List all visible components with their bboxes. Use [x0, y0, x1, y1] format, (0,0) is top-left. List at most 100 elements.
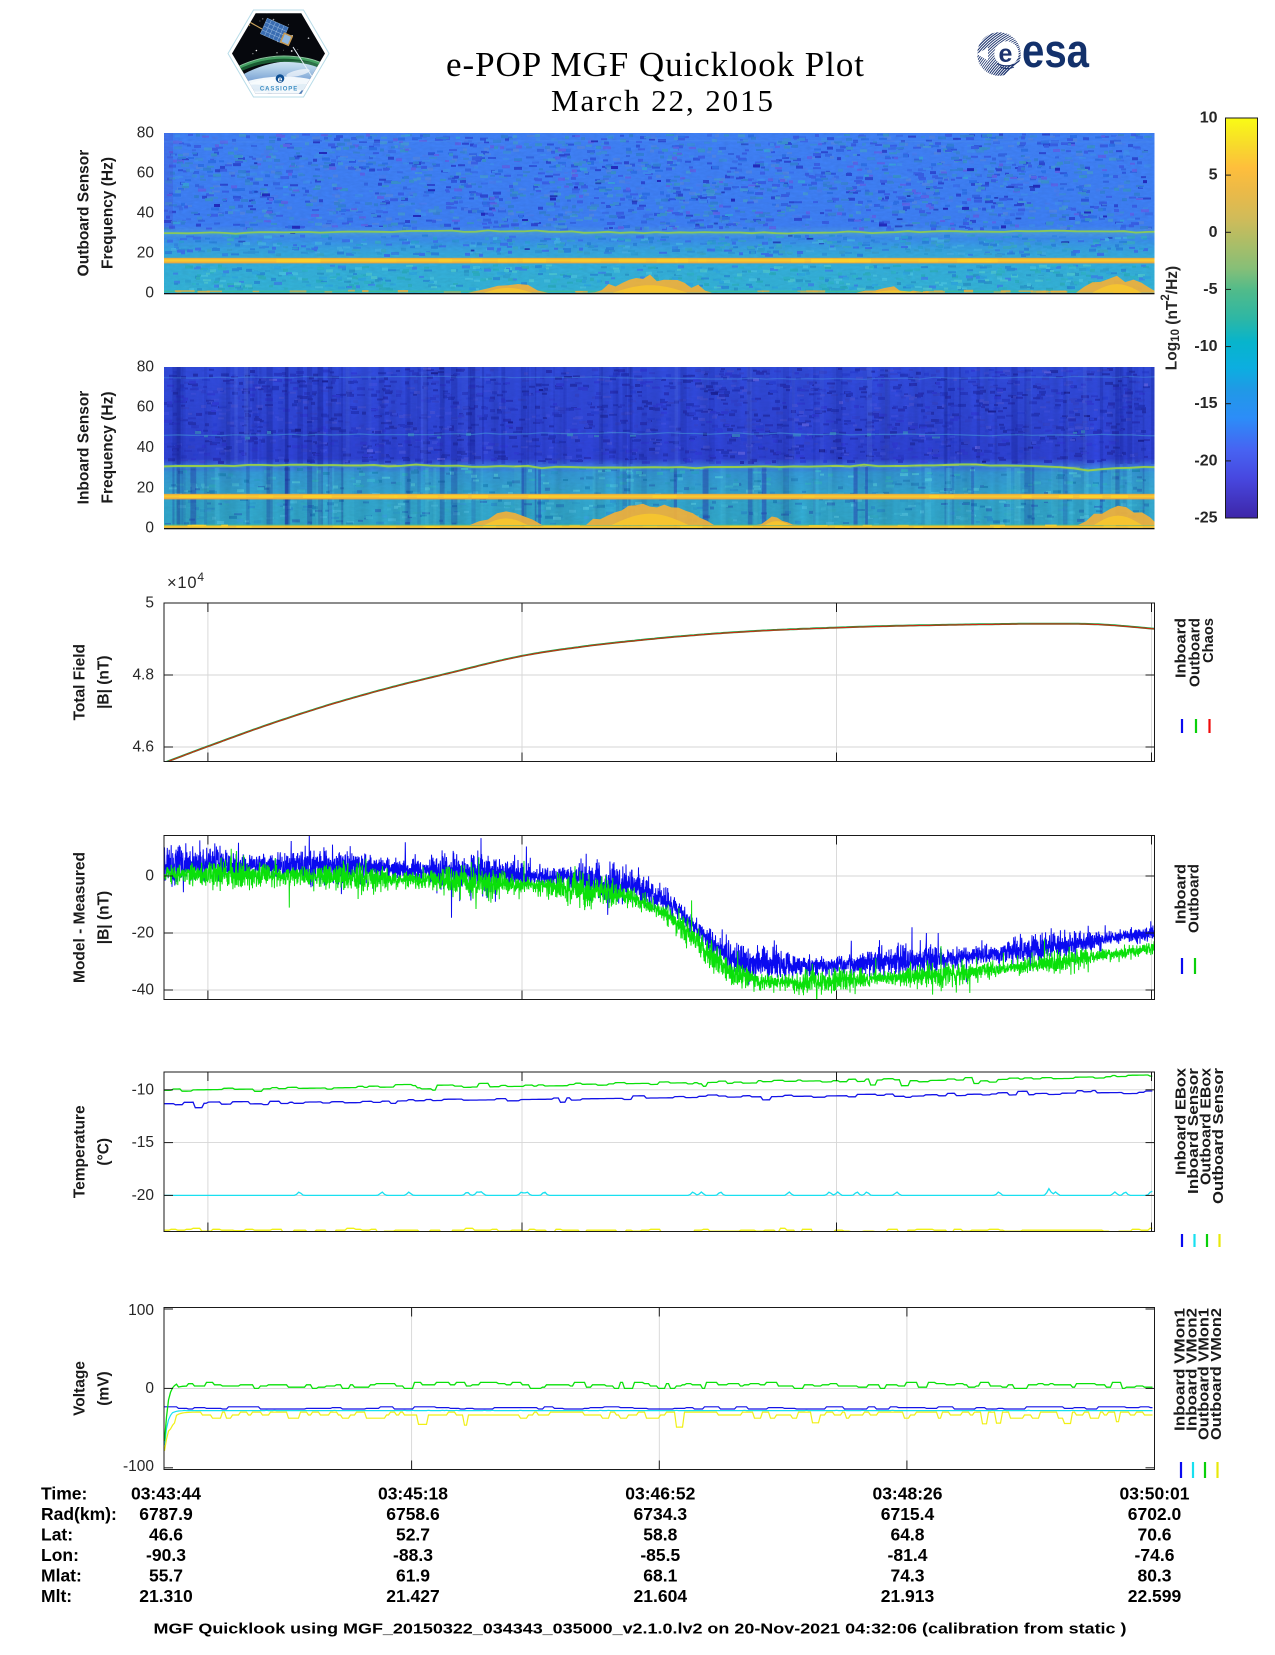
svg-text:6758.6: 6758.6 [386, 1504, 440, 1524]
svg-text:-74.6: -74.6 [1135, 1545, 1175, 1565]
svg-text:Voltage: Voltage [72, 1361, 89, 1416]
svg-text:Lon:: Lon: [41, 1545, 79, 1565]
svg-text:46.6: 46.6 [149, 1525, 183, 1545]
svg-text:(mV): (mV) [96, 1371, 113, 1405]
svg-text:Rad(km):: Rad(km): [41, 1504, 117, 1524]
svg-text:-15: -15 [132, 1134, 154, 1151]
svg-text:-88.3: -88.3 [393, 1545, 433, 1565]
svg-text:64.8: 64.8 [890, 1525, 924, 1545]
svg-text:Inboard Sensor: Inboard Sensor [1185, 1068, 1202, 1194]
svg-text:MGF Quicklook using MGF_201503: MGF Quicklook using MGF_20150322_034343_… [154, 1622, 1127, 1638]
svg-text:03:46:52: 03:46:52 [625, 1484, 695, 1504]
svg-text:-15: -15 [1194, 395, 1217, 412]
svg-text:Outboard Sensor: Outboard Sensor [76, 150, 93, 277]
svg-text:Lat:: Lat: [41, 1525, 73, 1545]
svg-text:10: 10 [1200, 110, 1218, 127]
svg-text:68.1: 68.1 [643, 1566, 677, 1586]
svg-text:Frequency (Hz): Frequency (Hz) [100, 392, 117, 504]
svg-text:58.8: 58.8 [643, 1525, 677, 1545]
svg-text:03:45:18: 03:45:18 [378, 1484, 448, 1504]
svg-text:Total Field: Total Field [72, 644, 89, 720]
svg-text:52.7: 52.7 [396, 1525, 430, 1545]
svg-text:March 22, 2015: March 22, 2015 [551, 83, 773, 118]
svg-text:-40: -40 [132, 982, 155, 999]
svg-text:Outboard VMon1: Outboard VMon1 [1196, 1308, 1213, 1440]
svg-text:03:50:01: 03:50:01 [1119, 1484, 1189, 1504]
svg-text:-25: -25 [1194, 510, 1217, 527]
svg-text:e: e [278, 74, 283, 84]
svg-text:CASSIOPE: CASSIOPE [260, 87, 298, 93]
svg-text:0: 0 [145, 1380, 154, 1397]
svg-text:-100: -100 [123, 1458, 154, 1475]
svg-text:Outboard VMon2: Outboard VMon2 [1208, 1308, 1225, 1440]
svg-text:21.913: 21.913 [881, 1586, 935, 1606]
svg-text:Mlt:: Mlt: [41, 1586, 72, 1606]
svg-text:Outboard: Outboard [1187, 618, 1204, 687]
svg-text:-10: -10 [1194, 338, 1217, 355]
svg-text:Outboard Sensor: Outboard Sensor [1210, 1068, 1227, 1204]
svg-text:Inboard VMon2: Inboard VMon2 [1184, 1308, 1201, 1431]
svg-text:100: 100 [128, 1302, 154, 1319]
svg-text:20: 20 [137, 245, 155, 262]
svg-text:Log10 (nT2/Hz): Log10 (nT2/Hz) [1160, 266, 1182, 370]
svg-text:Frequency (Hz): Frequency (Hz) [100, 157, 117, 269]
svg-text:21.310: 21.310 [139, 1586, 193, 1606]
svg-text:-20: -20 [132, 1187, 155, 1204]
svg-text:21.427: 21.427 [386, 1586, 440, 1606]
svg-text:55.7: 55.7 [149, 1566, 183, 1586]
svg-text:-81.4: -81.4 [888, 1545, 928, 1565]
svg-text:Chaos: Chaos [1200, 618, 1217, 663]
svg-text:80: 80 [137, 359, 155, 376]
svg-text:60: 60 [137, 399, 155, 416]
svg-text:Outboard: Outboard [1186, 864, 1203, 933]
svg-text:40: 40 [137, 439, 155, 456]
svg-text:Inboard: Inboard [1173, 618, 1190, 678]
svg-text:-20: -20 [132, 925, 155, 942]
svg-text:-10: -10 [132, 1081, 155, 1098]
svg-text:-5: -5 [1203, 281, 1217, 298]
svg-text:61.9: 61.9 [396, 1566, 430, 1586]
svg-text:e: e [999, 40, 1013, 68]
svg-text:-20: -20 [1194, 452, 1217, 469]
svg-text:6715.4: 6715.4 [881, 1504, 935, 1524]
svg-text:×104: ×104 [167, 570, 205, 592]
svg-text:80: 80 [137, 125, 155, 142]
svg-text:Temperature: Temperature [72, 1105, 89, 1198]
svg-text:40: 40 [137, 205, 155, 222]
svg-text:esa: esa [1022, 24, 1090, 77]
svg-text:Outboard EBox: Outboard EBox [1198, 1067, 1215, 1185]
svg-text:|B| (nT): |B| (nT) [96, 655, 113, 708]
svg-text:03:43:44: 03:43:44 [131, 1484, 201, 1504]
svg-text:Inboard Sensor: Inboard Sensor [76, 391, 93, 505]
svg-text:80.3: 80.3 [1137, 1566, 1171, 1586]
svg-text:Model - Measured: Model - Measured [72, 852, 89, 983]
svg-text:Inboard EBox: Inboard EBox [1173, 1067, 1190, 1175]
svg-text:20: 20 [137, 479, 155, 496]
svg-text:4.8: 4.8 [132, 667, 154, 684]
svg-text:5: 5 [1209, 167, 1218, 184]
svg-text:5: 5 [145, 595, 154, 612]
svg-text:21.604: 21.604 [634, 1586, 688, 1606]
svg-text:6787.9: 6787.9 [139, 1504, 193, 1524]
svg-text:22.599: 22.599 [1128, 1586, 1182, 1606]
svg-text:0: 0 [145, 868, 154, 885]
svg-text:(°C): (°C) [96, 1138, 113, 1166]
svg-text:e-POP MGF Quicklook Plot: e-POP MGF Quicklook Plot [446, 45, 864, 84]
svg-text:6734.3: 6734.3 [634, 1504, 688, 1524]
svg-text:0: 0 [145, 285, 154, 302]
svg-text:-85.5: -85.5 [640, 1545, 680, 1565]
svg-text:03:48:26: 03:48:26 [872, 1484, 942, 1504]
svg-text:70.6: 70.6 [1137, 1525, 1171, 1545]
svg-text:74.3: 74.3 [890, 1566, 924, 1586]
svg-text:|B| (nT): |B| (nT) [96, 891, 113, 944]
svg-text:Inboard VMon1: Inboard VMon1 [1172, 1308, 1189, 1431]
svg-text:6702.0: 6702.0 [1128, 1504, 1182, 1524]
svg-text:60: 60 [137, 165, 155, 182]
svg-text:Mlat:: Mlat: [41, 1566, 82, 1586]
svg-text:Inboard: Inboard [1173, 864, 1190, 924]
svg-text:4.6: 4.6 [132, 739, 154, 756]
svg-text:Time:: Time: [41, 1484, 87, 1504]
svg-text:0: 0 [145, 520, 154, 537]
svg-text:-90.3: -90.3 [146, 1545, 186, 1565]
svg-text:0: 0 [1209, 224, 1218, 241]
